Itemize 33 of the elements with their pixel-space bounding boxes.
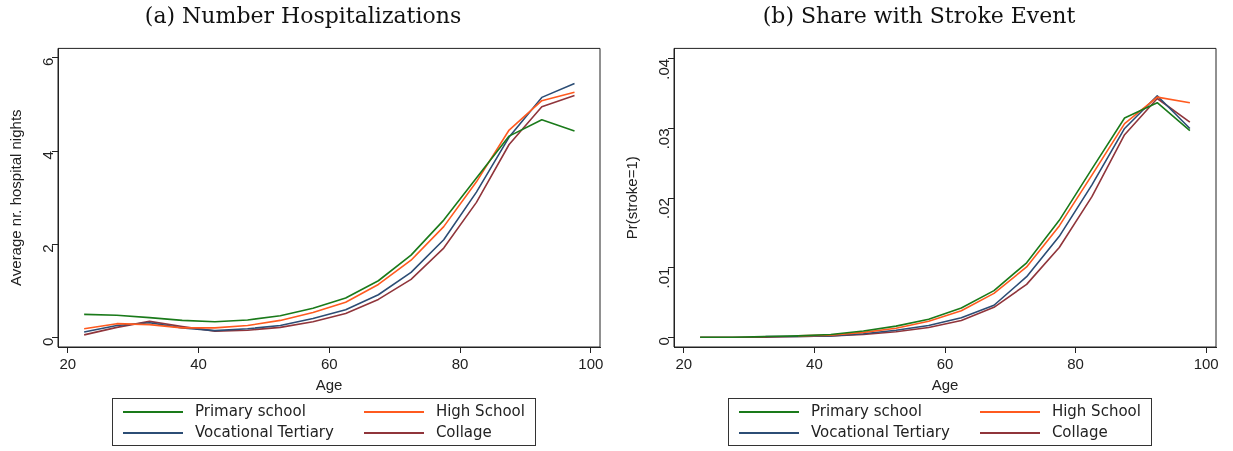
y-tick-label: 4 [39, 151, 57, 160]
x-tick-label: 40 [190, 355, 207, 373]
x-axis-title: Age [315, 376, 343, 394]
y-tick-label: 0 [39, 337, 57, 347]
x-tick-label: 60 [936, 355, 954, 373]
chart-title: (a) Number Hospitalizations [144, 2, 462, 28]
y-axis-title: Pr(stroke=1) [623, 156, 641, 240]
y-tick-label: .01 [655, 267, 673, 289]
legend-label: Vocational Tertiary [811, 422, 950, 443]
x-tick-label: 20 [59, 355, 77, 373]
y-axis-title: Average nr. hospital nights [7, 109, 25, 286]
x-tick-label: 80 [1067, 355, 1084, 373]
x-tick-label: 60 [320, 355, 338, 373]
legend-label: High School [1051, 401, 1141, 422]
legend-label: Primary school [195, 401, 306, 422]
legend-label: Primary school [811, 401, 922, 422]
legend-label: Collage [435, 422, 492, 443]
x-tick-label: 80 [451, 355, 469, 373]
x-tick-label: 100 [578, 355, 604, 373]
x-tick-label: 20 [675, 355, 693, 373]
legend-label: Vocational Tertiary [195, 422, 334, 443]
x-tick-label: 40 [806, 355, 823, 373]
x-tick-label: 100 [1193, 355, 1219, 373]
x-axis-title: Age [931, 376, 959, 394]
y-tick-label: .02 [655, 198, 673, 219]
y-tick-label: 2 [39, 244, 57, 253]
legend-label: Collage [1051, 422, 1108, 443]
y-tick-label: .03 [655, 128, 673, 150]
y-tick-label: 0 [655, 337, 673, 346]
legend-label: High School [435, 401, 525, 422]
chart-title: (b) Share with Stroke Event [762, 2, 1076, 28]
y-tick-label: 6 [39, 57, 57, 67]
y-tick-label: .04 [655, 58, 673, 80]
